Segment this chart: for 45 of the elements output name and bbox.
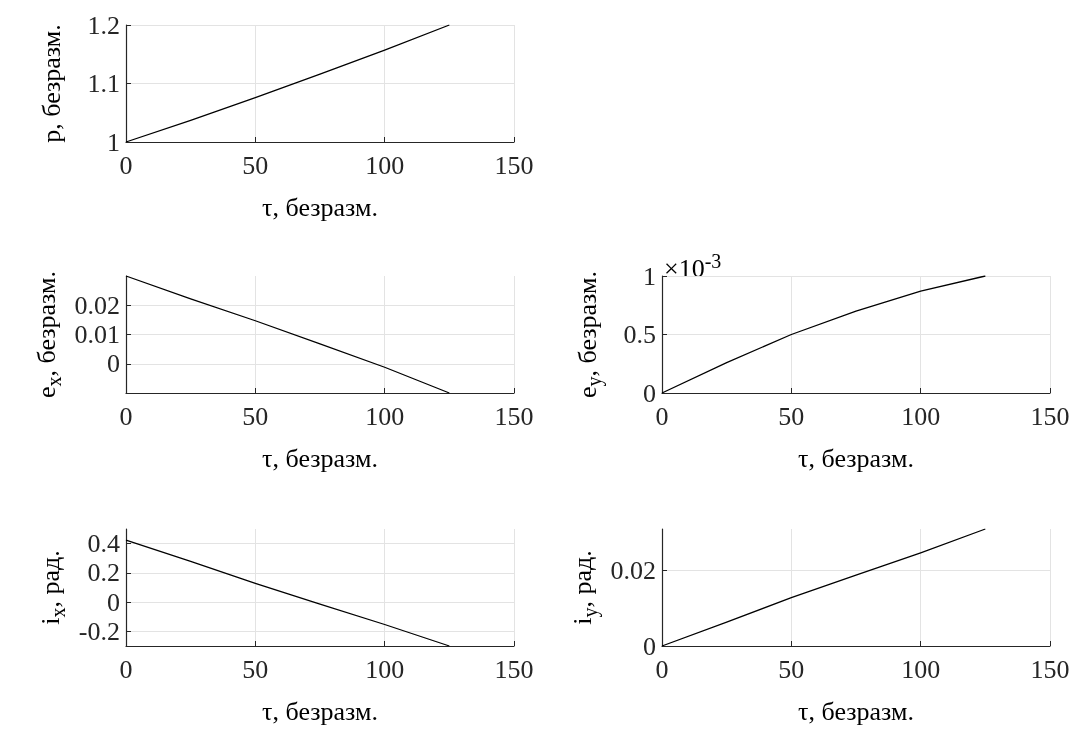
- x-axis-title: τ, безразм.: [798, 696, 914, 726]
- y-tick-label: 0.02: [74, 290, 120, 320]
- x-axis-title: τ, безразм.: [262, 696, 378, 726]
- x-tick-label: 150: [494, 150, 534, 180]
- line-series: [125, 24, 450, 143]
- x-tick-label: 150: [494, 401, 534, 431]
- line-series: [661, 528, 986, 647]
- x-tick-label: 150: [1030, 401, 1070, 431]
- y-tick-label: 0: [643, 378, 656, 408]
- x-tick-label: 50: [242, 401, 269, 431]
- y-tick-label: 0: [107, 349, 120, 379]
- x-tick-label: 50: [778, 654, 805, 684]
- x-axis-title: τ, безразм.: [262, 443, 378, 473]
- line-series: [125, 539, 450, 647]
- y-axis-title: ey, безразм.: [572, 271, 606, 398]
- x-tick-label: 50: [242, 150, 269, 180]
- y-axis-title: iy, рад.: [568, 550, 602, 625]
- y-axis-title: ix, рад.: [36, 550, 69, 625]
- line-series: [125, 275, 450, 394]
- y-tick-label: 1.1: [87, 69, 120, 98]
- x-axis-title: τ, безразм.: [262, 192, 378, 222]
- y-tick-label: 0.2: [87, 558, 120, 588]
- x-tick-label: 150: [494, 654, 534, 684]
- y-tick-label: 0.5: [623, 320, 656, 349]
- y-tick-label: 0: [107, 587, 120, 617]
- y-tick-label: -0.2: [78, 616, 120, 646]
- x-tick-label: 100: [365, 150, 405, 180]
- y-tick-label: 0.4: [87, 529, 120, 559]
- x-tick-label: 50: [778, 401, 805, 431]
- y-axis-title: ex, безразм.: [32, 271, 65, 398]
- x-tick-label: 150: [1030, 654, 1070, 684]
- y-tick-label: 0: [643, 631, 656, 661]
- x-axis-title: τ, безразм.: [798, 443, 914, 473]
- y-tick-label: 0.02: [610, 556, 656, 586]
- x-tick-label: 100: [365, 654, 405, 684]
- x-tick-label: 100: [901, 401, 941, 431]
- x-tick-label: 50: [242, 654, 269, 684]
- y-tick-label: 1.2: [87, 10, 120, 40]
- y-axis-title: p, безразм.: [36, 24, 66, 143]
- x-tick-label: 100: [901, 654, 941, 684]
- y-tick-label: 1: [643, 261, 656, 291]
- y-tick-label: 1: [107, 127, 120, 157]
- x-tick-label: 100: [365, 401, 405, 431]
- y-tick-label: 0.01: [74, 320, 120, 349]
- line-series: [661, 275, 986, 394]
